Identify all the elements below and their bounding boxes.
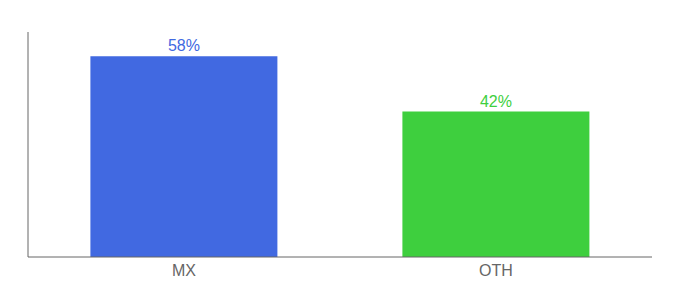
svg-text:42%: 42%	[480, 93, 512, 110]
svg-text:58%: 58%	[168, 37, 200, 54]
svg-text:MX: MX	[172, 262, 196, 279]
svg-text:OTH: OTH	[479, 262, 513, 279]
